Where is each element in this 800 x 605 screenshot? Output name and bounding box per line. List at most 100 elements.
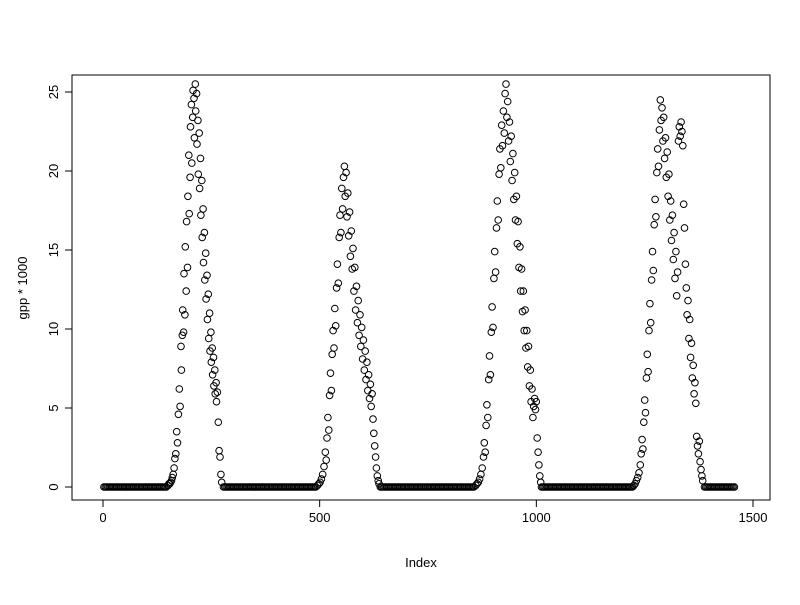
- data-point: [659, 113, 668, 122]
- data-point: [668, 211, 677, 219]
- data-point: [492, 224, 501, 232]
- data-point: [498, 141, 507, 150]
- data-point: [175, 385, 184, 393]
- data-point: [201, 249, 210, 257]
- data-point: [639, 445, 647, 453]
- data-point: [528, 385, 536, 393]
- data-point: [336, 211, 344, 219]
- data-point: [526, 366, 535, 374]
- data-point: [693, 442, 702, 450]
- data-point: [353, 318, 362, 327]
- data-point: [638, 435, 646, 444]
- data-point: [178, 306, 187, 314]
- data-point: [635, 469, 643, 477]
- y-tick-label: 20: [46, 164, 61, 178]
- data-point: [641, 408, 650, 417]
- data-point: [497, 121, 506, 129]
- x-tick-label: 1000: [522, 510, 551, 525]
- data-point: [499, 107, 508, 115]
- data-point: [640, 396, 649, 404]
- data-point: [673, 268, 682, 276]
- data-point: [692, 399, 700, 408]
- data-point: [176, 402, 184, 411]
- data-point: [661, 134, 670, 142]
- x-tick-label: 500: [309, 510, 331, 525]
- data-point: [491, 268, 500, 276]
- data-point: [188, 159, 196, 167]
- data-point: [369, 415, 377, 423]
- data-point: [338, 184, 346, 193]
- data-point: [207, 358, 216, 367]
- data-point: [517, 265, 526, 273]
- data-point: [187, 100, 196, 109]
- data-point: [529, 413, 537, 422]
- data-point: [194, 116, 202, 125]
- data-point: [172, 450, 180, 458]
- data-point: [208, 344, 216, 352]
- data-point: [325, 426, 333, 434]
- data-point: [488, 303, 496, 311]
- data-point: [211, 390, 219, 398]
- data-point: [194, 170, 203, 178]
- data-point: [216, 453, 224, 461]
- data-point: [487, 328, 496, 337]
- data-point: [212, 397, 221, 406]
- data-point: [649, 266, 658, 275]
- data-point: [481, 448, 490, 457]
- data-point: [364, 371, 373, 379]
- data-point: [671, 274, 679, 283]
- data-point: [516, 243, 524, 251]
- data-point: [502, 80, 510, 88]
- data-point: [333, 260, 342, 269]
- data-point: [371, 453, 380, 461]
- data-point: [335, 233, 344, 242]
- data-point: [179, 328, 188, 337]
- data-point: [181, 243, 190, 251]
- data-point: [676, 132, 685, 140]
- data-point: [633, 473, 642, 482]
- data-point: [318, 470, 327, 479]
- data-point: [679, 200, 688, 208]
- data-point: [177, 366, 186, 374]
- data-point: [686, 353, 695, 362]
- data-point: [200, 228, 209, 237]
- data-point: [503, 97, 512, 106]
- data-point: [494, 216, 503, 224]
- data-point: [694, 450, 703, 458]
- y-tick-label: 10: [46, 322, 61, 336]
- data-point: [360, 366, 369, 374]
- data-point: [182, 287, 190, 295]
- data-point: [363, 358, 371, 367]
- data-point: [682, 284, 691, 292]
- data-point: [681, 260, 690, 269]
- data-point: [482, 421, 490, 430]
- data-point: [330, 344, 338, 352]
- data-points-layer: [100, 80, 739, 491]
- data-point: [174, 410, 183, 419]
- data-point: [666, 197, 675, 205]
- data-point: [185, 151, 193, 159]
- data-point: [351, 306, 360, 314]
- data-point: [173, 439, 182, 447]
- data-point: [201, 276, 209, 284]
- data-point: [359, 336, 368, 344]
- data-point: [670, 228, 678, 237]
- data-point: [674, 137, 683, 145]
- data-point: [370, 442, 379, 450]
- data-point: [730, 483, 739, 491]
- data-point: [170, 464, 178, 472]
- y-axis-label: gpp * 1000: [15, 257, 30, 320]
- data-point: [327, 386, 336, 395]
- data-point: [669, 255, 678, 264]
- data-point: [490, 247, 499, 256]
- data-point: [521, 306, 529, 314]
- data-point: [486, 371, 495, 379]
- data-point: [497, 164, 505, 172]
- data-point: [182, 217, 191, 226]
- data-point: [331, 322, 340, 330]
- data-point: [489, 323, 497, 332]
- data-point: [199, 258, 208, 267]
- data-point: [667, 236, 676, 245]
- data-point: [344, 189, 352, 197]
